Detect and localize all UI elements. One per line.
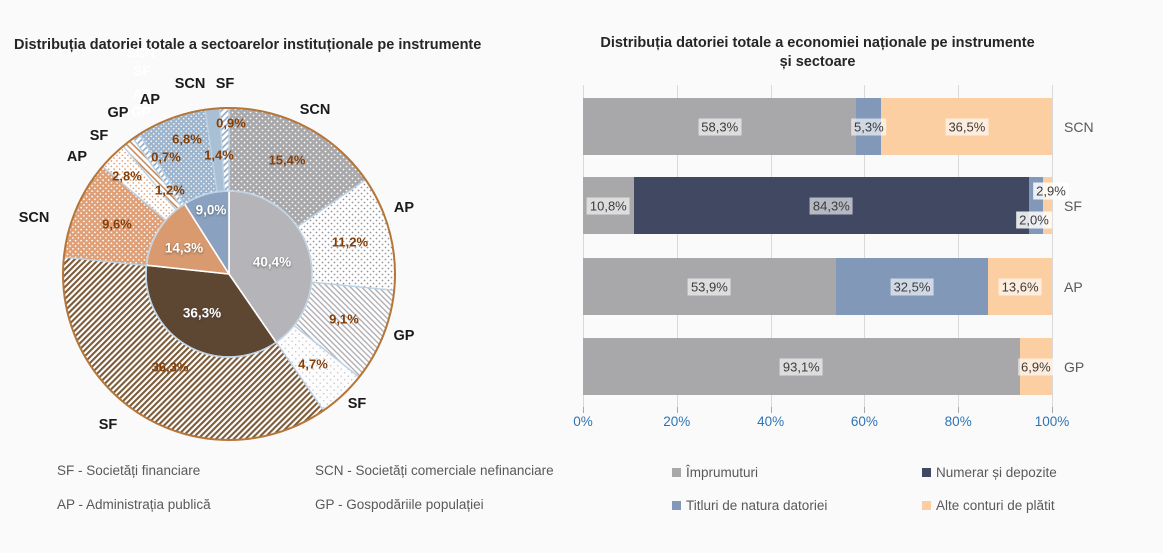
series-legend-label-1: Numerar și depozite xyxy=(936,465,1057,480)
pie-outer-pct-label-4: 36,3% xyxy=(152,360,189,375)
bar-label-scn-0: 58,3% xyxy=(698,118,742,135)
gridline-40% xyxy=(770,85,772,407)
bar-label-ap-2: 13,6% xyxy=(998,278,1042,295)
bar-label-scn-1: 5,3% xyxy=(851,118,887,135)
pie-outer-pct-label-5: 9,6% xyxy=(102,217,132,232)
pie-sector-label-2: GP xyxy=(394,328,415,344)
pie-inner-ring-border xyxy=(145,190,313,358)
bar-label-sf-0: 10,8% xyxy=(586,197,630,214)
pie-outer-pct-label-11: 0,9% xyxy=(216,116,246,131)
gridline-80% xyxy=(958,85,960,407)
pie-outer-pct-label-7: 1,2% xyxy=(155,183,185,198)
pie-inner-label-3: 9,0% xyxy=(196,203,227,218)
gridline-60% xyxy=(864,85,866,407)
axis-tick-20% xyxy=(676,407,678,413)
bar-label-sf-1: 84,3% xyxy=(809,197,853,214)
sector-legend-item-3: GP - Gospodăriile populației xyxy=(315,497,484,512)
bar-chart-title-line2: și sectoare xyxy=(779,54,856,70)
series-legend-item-0: Împrumuturi xyxy=(672,465,758,480)
pie-sector-label-10: SCN xyxy=(175,76,206,92)
bar-label-ap-0: 53,9% xyxy=(687,278,731,295)
pie-sector-label-11: SF xyxy=(216,76,235,92)
gridline-100% xyxy=(1052,85,1053,407)
series-legend-item-3: Alte conturi de plătit xyxy=(922,498,1055,513)
pie-chart-title: Distribuția datoriei totale a sectoarelo… xyxy=(14,37,482,53)
pie-outline xyxy=(62,107,396,441)
bar-category-label-sf: SF xyxy=(1064,197,1082,214)
pie-sector-label-6: AP xyxy=(67,149,87,165)
pie-outer-pct-label-10: 1,4% xyxy=(204,148,234,163)
pie-inner-label-2: 14,3% xyxy=(165,241,203,256)
series-legend-swatch-0 xyxy=(672,468,681,477)
pie-sector-label-0: SCN xyxy=(300,102,331,118)
pie-ghost-label-3: GP xyxy=(131,105,151,120)
pie-outer-pct-label-1: 11,2% xyxy=(332,235,369,250)
bar-chart-title: Distribuția datoriei totale a economiei … xyxy=(583,34,1052,72)
gridline-20% xyxy=(676,85,678,407)
pie-sector-label-5: SCN xyxy=(19,210,50,226)
pie-chart: SCNSFAPGP15,4%SCN11,2%AP9,1%GP4,7%SF36,3… xyxy=(19,46,415,441)
pie-inner-label-0: 40,4% xyxy=(253,255,291,270)
x-axis-label-40%: 40% xyxy=(757,414,785,429)
x-axis-label-60%: 60% xyxy=(850,414,878,429)
pie-ghost-label-0: SCN xyxy=(127,46,156,61)
pie-sector-label-4: SF xyxy=(99,417,118,433)
series-legend-label-2: Titluri de natura datoriei xyxy=(686,498,828,513)
series-legend-swatch-3 xyxy=(922,501,931,510)
series-legend-swatch-1 xyxy=(922,468,931,477)
pie-inner-label-1: 36,3% xyxy=(183,306,221,321)
series-legend-label-0: Împrumuturi xyxy=(686,465,759,480)
pie-outer-pct-label-2: 9,1% xyxy=(329,312,359,327)
bar-label-gp-1: 6,9% xyxy=(1017,358,1054,375)
x-axis-label-0%: 0% xyxy=(573,414,593,429)
bar-segment-sf-3 xyxy=(1042,177,1052,234)
pie-ghost-label-1: SF xyxy=(133,64,150,79)
sector-legend-item-0: SF - Societăți financiare xyxy=(57,463,201,478)
axis-tick-60% xyxy=(864,407,866,413)
series-legend-swatch-2 xyxy=(672,501,681,510)
bar-label-ap-1: 32,5% xyxy=(890,278,934,295)
sector-legend-item-2: AP - Administrația publică xyxy=(57,497,211,512)
gridline-0% xyxy=(583,85,584,407)
bar-chart-plot: 0% 20% 40% 60% 80% 100% 58,3% 5,3% 36,5% SCN 10,8%… xyxy=(573,85,1094,429)
series-legend-item-2: Titluri de natura datoriei xyxy=(672,498,827,513)
axis-tick-100% xyxy=(1052,407,1053,413)
pie-sector-label-3: SF xyxy=(348,396,367,412)
bar-chart-title-line1: Distribuția datoriei totale a economiei … xyxy=(600,35,1035,51)
x-axis-label-20%: 20% xyxy=(663,414,691,429)
pie-outer-pct-label-9: 6,8% xyxy=(172,132,202,147)
series-legend-item-1: Numerar și depozite xyxy=(922,465,1057,480)
bar-label-gp-0: 93,1% xyxy=(779,358,823,375)
pie-outer-pct-label-0: 15,4% xyxy=(269,153,306,168)
bar-label-scn-2: 36,5% xyxy=(945,118,989,135)
axis-tick-80% xyxy=(958,407,960,413)
bar-category-label-ap: AP xyxy=(1064,278,1083,295)
bar-label-sf-3: 2,0% xyxy=(1016,211,1052,229)
bar-category-label-scn: SCN xyxy=(1064,118,1094,135)
sector-legend-item-1: SCN - Societăți comerciale nefinanciare xyxy=(315,463,554,478)
pie-outer-pct-label-8: 0,7% xyxy=(151,150,181,165)
x-axis-label-100%: 100% xyxy=(1034,414,1070,429)
series-legend-label-3: Alte conturi de plătit xyxy=(936,498,1055,513)
pie-sector-label-7: SF xyxy=(90,128,109,144)
pie-outer-pct-label-3: 4,7% xyxy=(298,357,328,372)
axis-tick-40% xyxy=(770,407,772,413)
bar-category-label-gp: GP xyxy=(1064,358,1085,375)
bar-label-sf-2: 2,9% xyxy=(1033,182,1069,200)
pie-sector-label-8: GP xyxy=(108,105,129,121)
pie-ghost-label-2: AP xyxy=(133,87,152,102)
pie-sector-label-1: AP xyxy=(394,200,414,216)
pie-sector-label-9: AP xyxy=(140,92,160,108)
pie-outer-pct-label-6: 2,8% xyxy=(112,169,142,184)
x-axis-label-80%: 80% xyxy=(944,414,972,429)
axis-tick-0% xyxy=(583,407,584,413)
